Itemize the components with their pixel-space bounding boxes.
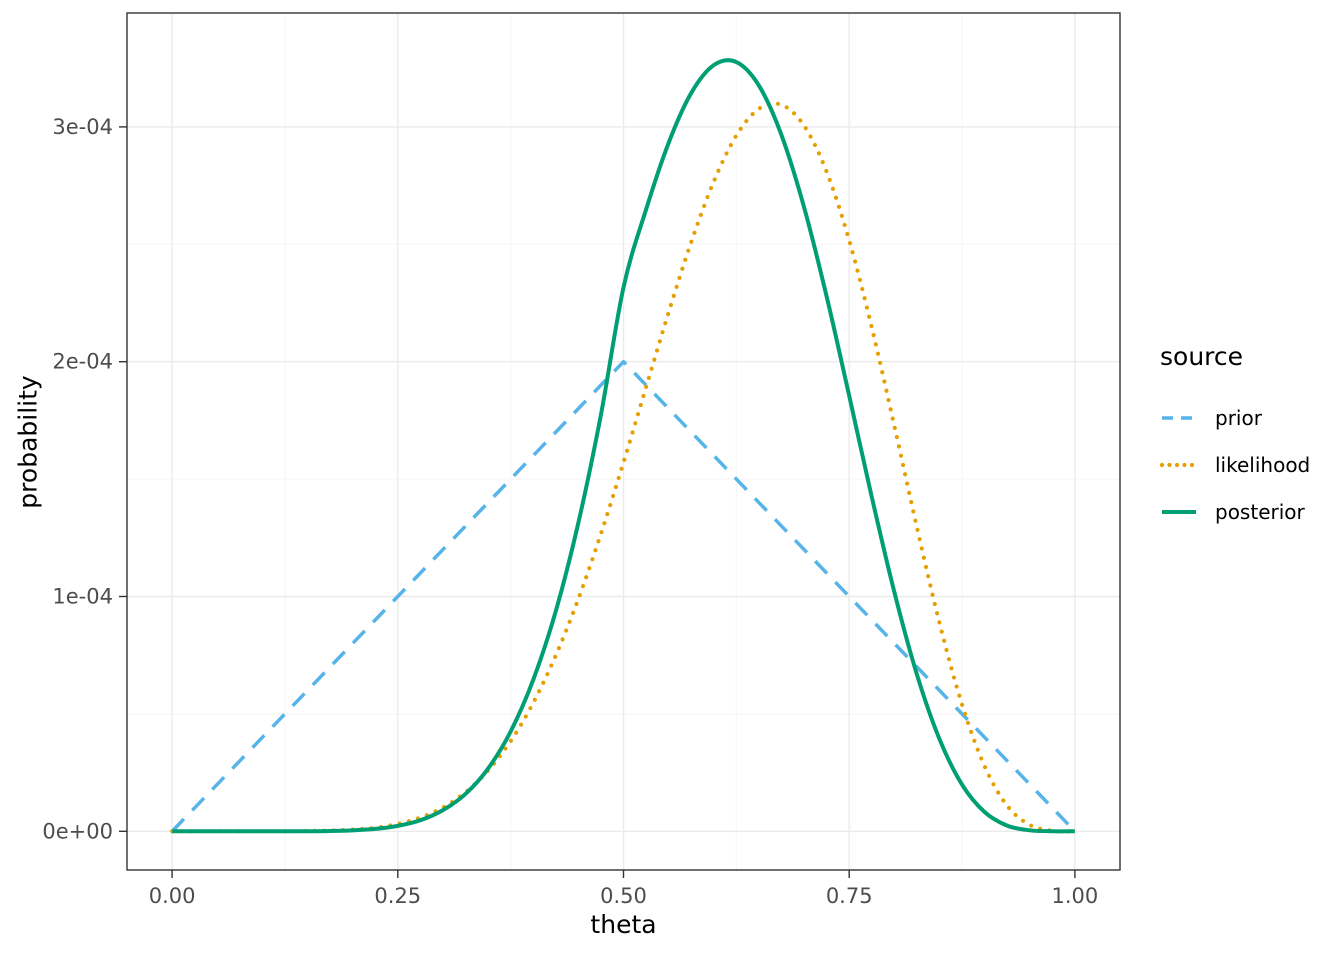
x-axis-title: theta [590,910,657,939]
x-tick-label: 0.25 [374,884,421,908]
legend: source prior likelihood posterior [1160,342,1310,544]
x-tick-label: 0.75 [826,884,873,908]
legend-item-posterior: posterior [1160,497,1310,527]
x-tick-label: 1.00 [1052,884,1099,908]
x-tick-label: 0.00 [149,884,196,908]
legend-title: source [1160,342,1244,371]
series-line-likelihood [170,101,1077,834]
legend-item-prior: prior [1160,403,1310,433]
x-tick-label: 0.50 [600,884,647,908]
y-tick-label: 2e-04 [52,350,113,374]
y-tick-label: 0e+00 [42,819,113,843]
panel-border [126,12,1121,871]
y-tick-label: 3e-04 [52,115,113,139]
legend-key-prior-line [1162,416,1196,420]
series-line-prior [170,359,1077,833]
series-line-posterior [172,58,1075,834]
y-axis-title: probability [13,375,43,509]
legend-label-posterior: posterior [1215,500,1305,524]
legend-label-prior: prior [1215,406,1262,430]
legend-items: prior likelihood posterior [1160,403,1310,527]
legend-key-posterior-line [1162,510,1196,514]
legend-label-likelihood: likelihood [1215,453,1311,477]
legend-key-likelihood-line [1160,462,1198,468]
y-tick-label: 1e-04 [52,585,113,609]
legend-item-likelihood: likelihood [1160,450,1310,480]
